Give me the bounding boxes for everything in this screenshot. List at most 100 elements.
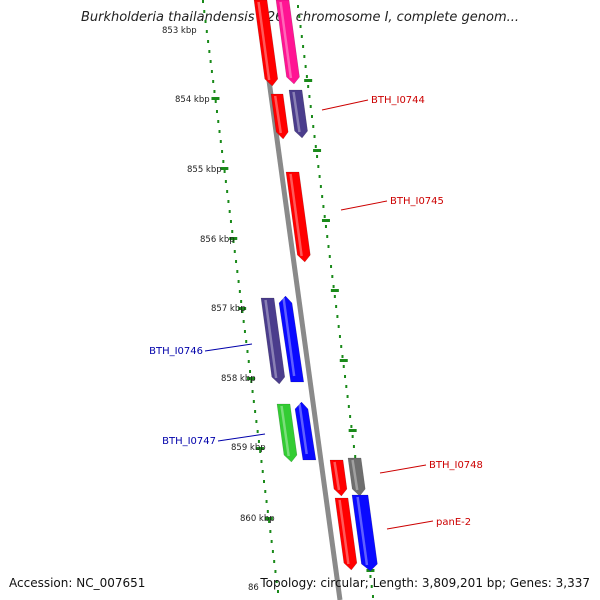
gc-dot-left (260, 460, 263, 463)
gc-dash-left (238, 307, 247, 310)
feature-highlight (351, 459, 359, 491)
tick-label: 853 kbp (162, 26, 197, 36)
gene-feature-arrow[interactable] (351, 494, 378, 572)
feature-highlight (257, 1, 271, 81)
gc-dot-right (308, 95, 311, 98)
gc-dot-right (324, 225, 327, 228)
feature-highlight (279, 1, 293, 79)
gc-dot-right (352, 445, 355, 448)
gc-dot-right (338, 335, 341, 338)
gc-dot-left (259, 450, 262, 453)
gc-dot-right (299, 25, 302, 28)
gc-dot-left (213, 90, 216, 93)
tick-label: 855 kbp (187, 165, 222, 175)
gc-dot-left (202, 0, 204, 3)
feature-highlight (356, 496, 369, 566)
gene-label[interactable]: panE-2 (436, 517, 471, 528)
gc-dot-right (346, 395, 349, 398)
gene-feature-arrow[interactable] (270, 93, 289, 140)
tick-label: 856 kbp (200, 235, 235, 245)
gc-dash-right (348, 429, 357, 432)
feature-highlight (264, 299, 278, 379)
tick-layer: 853 kbp 854 kbp 855 kbp 856 kbp 857 kbp 858 k… (162, 26, 275, 593)
gc-dot-left (218, 130, 221, 133)
gc-dot-right (305, 75, 308, 78)
tick-label: 857 kbp (211, 304, 246, 314)
gc-dot-left (205, 30, 208, 33)
gc-dot-left (238, 290, 241, 293)
gene-feature-arrow[interactable] (288, 89, 308, 139)
gene-feature-arrow[interactable] (285, 171, 311, 263)
gene-feature-arrow[interactable] (276, 403, 298, 463)
feature-highlight (273, 95, 282, 134)
gc-dot-right (309, 105, 312, 108)
gc-dot-left (221, 150, 224, 153)
gene-leader-line (204, 343, 253, 352)
gc-dot-left (269, 530, 272, 533)
gene-label[interactable]: BTH_I0748 (429, 460, 483, 471)
gc-dot-right (332, 285, 335, 288)
gene-label[interactable]: BTH_I0746 (149, 346, 203, 357)
accession-text: Accession: NC_007651 (9, 576, 146, 590)
gc-dot-left (250, 380, 253, 383)
gc-dot-left (241, 310, 244, 313)
feature-highlight (338, 499, 350, 565)
gc-dash-left (255, 447, 264, 450)
gc-dot-left (237, 280, 240, 283)
gc-dot-right (370, 585, 373, 588)
gene-feature-arrow[interactable] (294, 401, 317, 461)
gene-label[interactable]: BTH_I0747 (162, 436, 216, 447)
gc-dot-right (371, 595, 374, 598)
gene-feature-arrow[interactable] (334, 497, 358, 571)
gc-dot-right (347, 405, 350, 408)
gc-dot-left (228, 210, 231, 213)
gene-label-layer: BTH_I0744 BTH_I0745 BTH_I0746 BTH_I0747 BTH_… (149, 95, 483, 530)
gene-feature-arrow[interactable] (347, 457, 366, 497)
gc-dot-right (321, 195, 324, 198)
gc-dot-left (243, 330, 246, 333)
gc-dot-left (257, 440, 260, 443)
feature-highlight (282, 297, 296, 377)
gc-dot-right (310, 115, 313, 118)
gc-dot-right (369, 575, 372, 578)
gc-dot-left (235, 260, 238, 263)
gc-dot-left (214, 100, 217, 103)
gc-dot-right (337, 325, 340, 328)
feature-highlight (292, 91, 301, 133)
gc-dot-left (240, 300, 243, 303)
gc-dot-left (249, 370, 252, 373)
summary-text: Topology: circular; Length: 3,809,201 bp… (260, 576, 590, 590)
gc-dot-left (203, 10, 206, 13)
gc-dot-right (307, 85, 310, 88)
gc-dot-left (217, 120, 220, 123)
backbone-line (255, 0, 343, 600)
gc-dot-right (340, 345, 343, 348)
gc-dot-left (256, 430, 259, 433)
tick-label: 860 kbp (240, 514, 275, 524)
gc-dot-left (276, 590, 279, 593)
gc-dash-left (264, 517, 273, 520)
gc-dot-left (252, 400, 255, 403)
gene-feature-arrow[interactable] (278, 295, 305, 383)
gc-dot-right (298, 15, 301, 18)
gene-feature-arrow[interactable] (260, 297, 286, 385)
gc-dot-right (302, 45, 305, 48)
gc-dash-right (313, 149, 322, 152)
gc-dot-right (345, 385, 348, 388)
gene-leader-line (340, 200, 388, 211)
gc-dot-right (350, 425, 353, 428)
gene-feature-arrow[interactable] (253, 0, 279, 87)
gene-label[interactable]: BTH_I0745 (390, 196, 444, 207)
gc-dot-left (265, 500, 268, 503)
feature-highlight (333, 461, 341, 491)
gene-feature-arrow[interactable] (329, 459, 348, 497)
gc-dot-left (208, 50, 211, 53)
gene-feature-arrow[interactable] (275, 0, 300, 85)
gc-dot-left (212, 80, 215, 83)
gc-dot-left (227, 200, 230, 203)
gene-label[interactable]: BTH_I0744 (371, 95, 425, 106)
gc-dot-right (317, 165, 320, 168)
gc-dot-left (273, 560, 276, 563)
gc-dot-right (351, 435, 354, 438)
